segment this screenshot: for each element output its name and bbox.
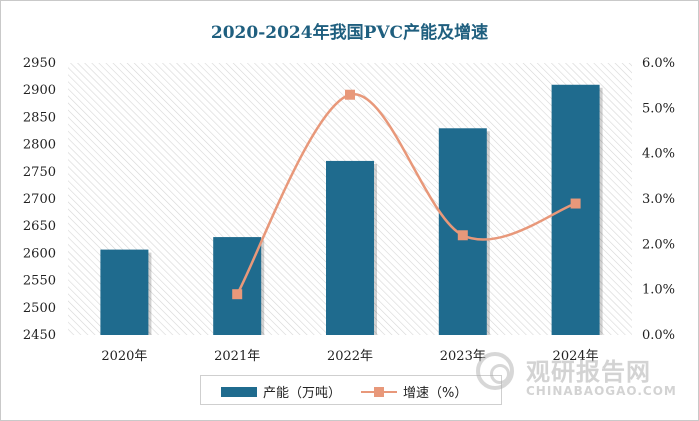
y-right-tick-label: 0.0% — [642, 328, 675, 343]
x-tick-label: 2023年 — [440, 349, 486, 364]
legend-item-capacity: 产能（万吨） — [221, 382, 341, 401]
x-tick-label: 2022年 — [327, 349, 373, 364]
y-left-tick-label: 2600 — [23, 246, 56, 261]
x-tick-label: 2020年 — [101, 349, 147, 364]
watermark: 观研报告网 CHINABAOGAO.COM — [476, 350, 691, 406]
legend-label-capacity: 产能（万吨） — [263, 386, 342, 401]
y-right-tick-label: 2.0% — [642, 237, 675, 252]
y-left-tick-label: 2700 — [23, 192, 56, 207]
growth-point — [345, 89, 355, 100]
y-left-tick-label: 2800 — [23, 138, 56, 153]
y-left-tick-label: 2750 — [23, 165, 56, 180]
watermark-text-en: CHINABAOGAO.COM — [526, 384, 677, 398]
growth-point — [570, 198, 581, 209]
y-right-tick-label: 6.0% — [642, 56, 675, 71]
y-left-tick-label: 2950 — [23, 56, 56, 71]
y-left-tick-label: 2850 — [23, 110, 56, 125]
bar — [326, 160, 374, 335]
y-left-tick-label: 2900 — [23, 83, 56, 98]
y-right-tick-label: 5.0% — [642, 101, 675, 116]
y-left-tick-label: 2650 — [23, 219, 56, 234]
legend-line-swatch — [361, 386, 397, 398]
watermark-text-cn: 观研报告网 — [526, 358, 651, 386]
y-right-tick-label: 3.0% — [642, 192, 675, 207]
y-left-tick-label: 2550 — [23, 274, 56, 289]
growth-line — [236, 93, 576, 295]
bar — [551, 84, 600, 335]
chart-title: 2020-2024年我国PVC产能及增速 — [210, 23, 489, 43]
growth-point — [232, 289, 243, 300]
legend-item-growth: 增速（%） — [361, 382, 467, 401]
growth-point — [457, 230, 468, 241]
bar — [213, 237, 262, 335]
y-right-tick-label: 1.0% — [642, 283, 675, 298]
y-right-tick-label: 4.0% — [642, 147, 675, 162]
legend: 产能（万吨） 增速（%） — [200, 375, 502, 405]
legend-bar-swatch — [221, 386, 257, 397]
x-tick-label: 2024年 — [553, 349, 599, 364]
y-left-tick-label: 2500 — [23, 301, 56, 316]
bar — [100, 249, 149, 335]
y-left-tick-label: 2450 — [23, 328, 56, 343]
watermark-logo-icon — [476, 352, 514, 390]
legend-label-growth: 增速（%） — [403, 386, 468, 401]
x-tick-label: 2021年 — [214, 349, 260, 364]
